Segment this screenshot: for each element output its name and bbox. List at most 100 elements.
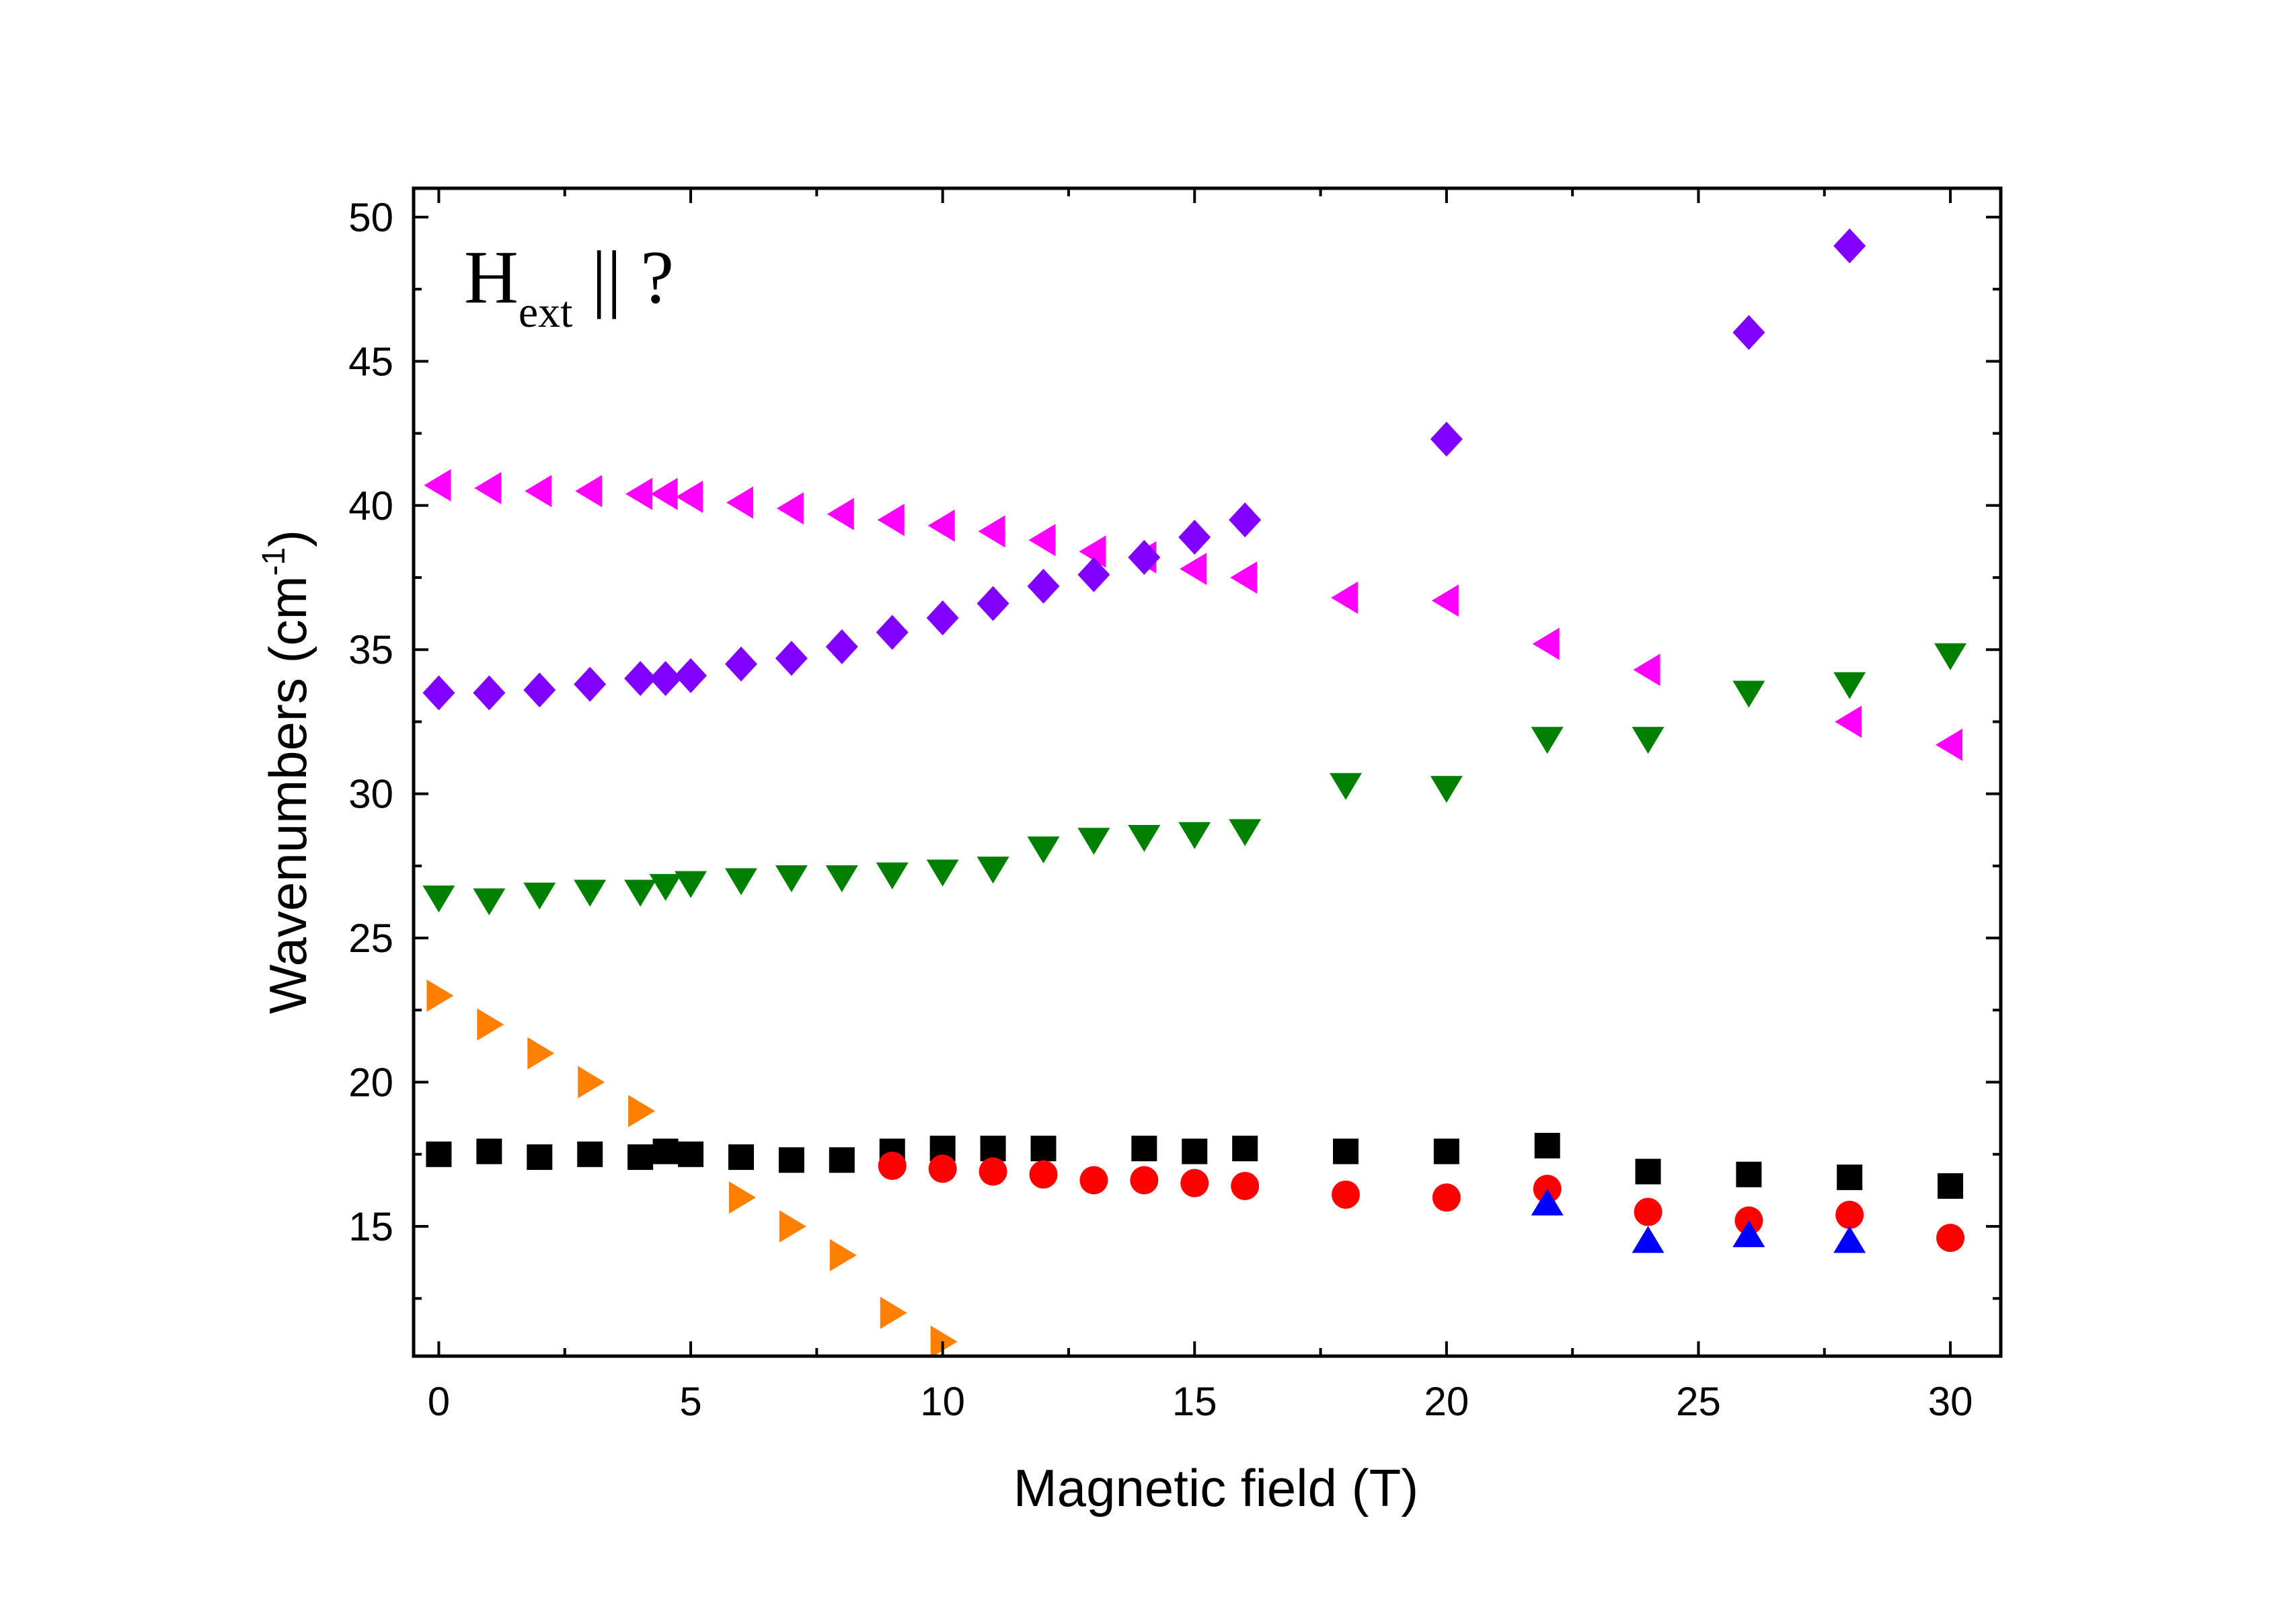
triangle-left-marker xyxy=(1835,705,1862,738)
circle-marker xyxy=(1432,1183,1461,1212)
triangle-up-marker xyxy=(1732,1220,1765,1247)
triangle-left-marker xyxy=(1633,654,1660,686)
triangle-left-marker xyxy=(1936,728,1963,761)
triangle-right-marker xyxy=(527,1037,555,1070)
annotation-main: H xyxy=(464,236,519,319)
triangle-right-marker xyxy=(477,1008,504,1041)
annotation-rest: || ? xyxy=(573,236,675,319)
y-tick-label: 25 xyxy=(348,916,393,961)
triangle-down-marker xyxy=(876,862,909,890)
circle-marker xyxy=(1835,1200,1864,1229)
square-marker xyxy=(527,1144,553,1171)
triangle-left-marker xyxy=(726,486,753,519)
triangle-down-marker xyxy=(1077,828,1110,855)
circle-marker xyxy=(1029,1160,1058,1189)
triangle-down-marker xyxy=(1229,819,1262,846)
triangle-left-marker xyxy=(1331,582,1359,615)
square-marker xyxy=(1030,1136,1057,1162)
square-marker xyxy=(652,1138,679,1165)
diamond-marker xyxy=(1833,228,1866,264)
x-tick-label: 10 xyxy=(920,1379,965,1424)
diamond-marker xyxy=(1732,315,1765,350)
diamond-marker xyxy=(926,600,959,636)
triangle-right-marker xyxy=(829,1238,857,1271)
diamond-marker xyxy=(523,672,556,708)
diamond-marker xyxy=(1077,557,1110,592)
annotation-subscript: ext xyxy=(519,288,573,337)
square-marker xyxy=(1232,1136,1258,1162)
circle-marker xyxy=(979,1157,1007,1186)
diamond-marker xyxy=(1027,568,1060,604)
triangle-down-marker xyxy=(1178,822,1211,849)
y-axis-title: Wavenumbers (cm-1) xyxy=(256,530,317,1014)
triangle-down-marker xyxy=(825,865,858,893)
triangle-down-marker xyxy=(775,865,808,893)
diamond-marker xyxy=(724,646,757,682)
square-marker xyxy=(1433,1138,1459,1165)
triangle-down-marker xyxy=(1430,776,1463,803)
triangle-down-marker xyxy=(523,882,556,910)
square-marker xyxy=(1635,1158,1661,1185)
axes: 0 5 10 15 20 25 30 15 20 25 30 35 40 45 50 xyxy=(348,188,2001,1424)
y-tick-label: 45 xyxy=(348,339,393,384)
x-tick-label: 20 xyxy=(1424,1379,1469,1424)
triangle-up-marker xyxy=(1531,1188,1564,1216)
y-tick-label: 30 xyxy=(348,772,393,817)
diamond-marker xyxy=(1178,519,1211,555)
triangle-left-marker xyxy=(1230,561,1258,594)
triangle-left-marker xyxy=(575,475,603,508)
diamond-marker xyxy=(977,586,1009,621)
square-marker xyxy=(678,1141,704,1167)
triangle-left-marker xyxy=(1431,584,1459,617)
diamond-marker xyxy=(422,675,455,711)
triangle-left-marker xyxy=(978,515,1005,548)
y-tick-label: 40 xyxy=(348,483,393,528)
triangle-down-marker xyxy=(926,859,959,887)
triangle-left-marker xyxy=(424,469,451,502)
square-marker xyxy=(1131,1136,1157,1162)
triangle-down-marker xyxy=(1330,773,1363,800)
square-marker xyxy=(627,1144,654,1171)
square-marker xyxy=(980,1136,1006,1162)
square-marker xyxy=(1837,1165,1863,1191)
diamond-marker xyxy=(1430,422,1463,457)
diamond-marker xyxy=(675,658,707,693)
triangle-down-marker xyxy=(977,857,1009,884)
square-marker xyxy=(426,1141,452,1167)
diamond-marker xyxy=(775,641,808,676)
circle-marker xyxy=(1079,1166,1108,1195)
x-tick-label: 15 xyxy=(1172,1379,1217,1424)
x-axis-title: Magnetic field (T) xyxy=(1013,1458,1419,1517)
triangle-down-marker xyxy=(1934,643,1967,670)
triangle-right-marker xyxy=(779,1210,806,1243)
y-tick-label: 15 xyxy=(348,1204,393,1249)
y-tick-label: 35 xyxy=(348,627,393,672)
triangle-left-marker xyxy=(474,472,502,505)
square-marker xyxy=(778,1147,804,1173)
triangle-down-marker xyxy=(1531,727,1564,754)
triangle-left-marker xyxy=(776,492,804,525)
diamond-marker xyxy=(876,615,909,650)
triangle-left-marker xyxy=(877,504,905,537)
x-tick-label: 0 xyxy=(428,1379,450,1424)
square-marker xyxy=(476,1138,502,1165)
triangle-left-marker xyxy=(676,480,703,513)
y-axis-title-superscript: -1 xyxy=(256,547,292,576)
circle-marker xyxy=(1231,1171,1260,1200)
circle-marker xyxy=(1936,1224,1965,1253)
triangle-right-marker xyxy=(426,979,454,1012)
triangle-up-marker xyxy=(1833,1226,1866,1253)
square-marker xyxy=(1333,1138,1359,1165)
circle-marker xyxy=(928,1154,957,1183)
diamond-marker xyxy=(574,666,607,702)
triangle-down-marker xyxy=(1732,680,1765,708)
data-marks xyxy=(422,228,1967,1358)
square-marker xyxy=(829,1147,855,1173)
square-marker xyxy=(1736,1161,1762,1187)
circle-marker xyxy=(1634,1197,1662,1226)
triangle-down-marker xyxy=(1833,672,1866,699)
triangle-down-marker xyxy=(1027,836,1060,864)
